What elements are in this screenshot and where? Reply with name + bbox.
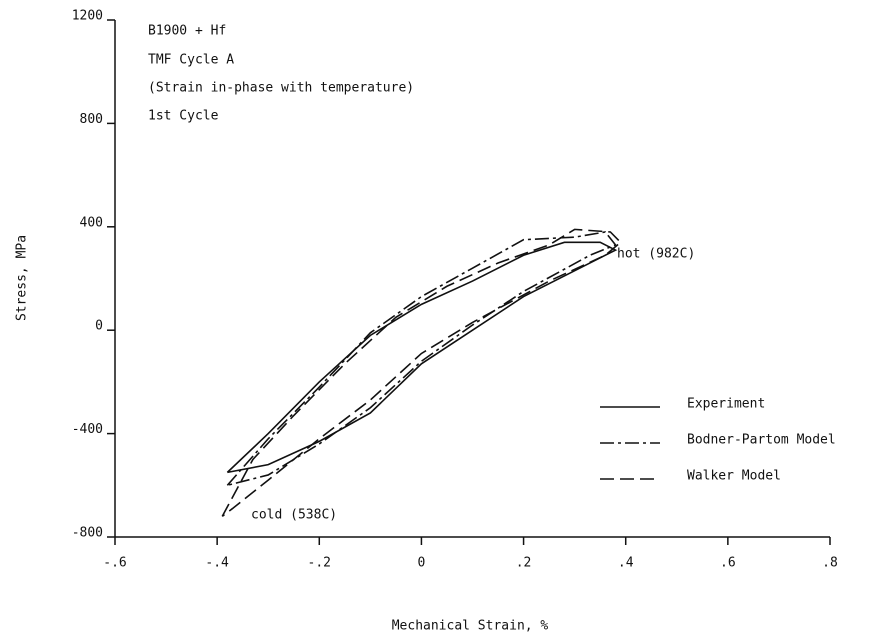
x-tick-label: .4: [618, 556, 634, 571]
annotation: hot (982C): [617, 247, 695, 262]
x-tick-label: .2: [516, 556, 532, 571]
annotation: (Strain in-phase with temperature): [148, 81, 414, 96]
y-tick-label: -400: [72, 422, 103, 437]
x-tick-label: -.6: [103, 556, 126, 571]
x-tick-label: -.2: [308, 556, 331, 571]
y-axis-label: Stress, MPa: [15, 235, 30, 321]
x-tick-label: -.4: [205, 556, 229, 571]
legend-label: Experiment: [687, 397, 765, 412]
y-tick-label: 0: [95, 319, 103, 334]
annotation: cold (538C): [251, 508, 337, 523]
y-tick-label: 400: [80, 215, 103, 230]
x-tick-label: .8: [822, 556, 838, 571]
y-tick-label: -800: [72, 526, 103, 541]
series-line: [226, 231, 617, 487]
legend-label: Bodner-Partom Model: [687, 433, 836, 448]
x-tick-label: 0: [418, 556, 426, 571]
series-line: [226, 241, 618, 474]
legend-label: Walker Model: [687, 469, 781, 484]
y-tick-label: 1200: [72, 9, 103, 24]
x-axis-label: Mechanical Strain, %: [392, 619, 549, 634]
annotation: B1900 + Hf: [148, 24, 226, 39]
x-tick-label: .6: [720, 556, 736, 571]
y-tick-label: 800: [80, 112, 103, 127]
series-line: [221, 228, 622, 517]
annotation: 1st Cycle: [148, 109, 219, 124]
annotation: TMF Cycle A: [148, 53, 234, 68]
